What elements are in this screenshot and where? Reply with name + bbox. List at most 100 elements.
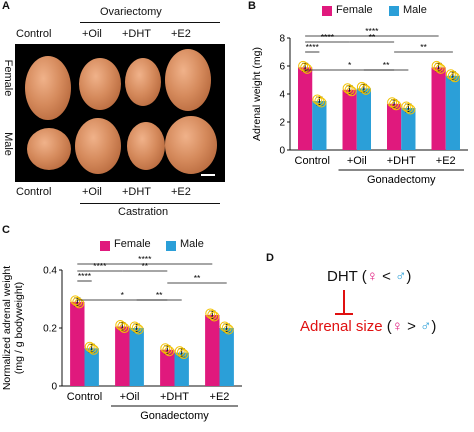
dht-open-paren: ( [361, 268, 367, 285]
legend-male-swatch-c [166, 241, 176, 251]
y-axis-label: Normalized adrenal weight [1, 266, 13, 390]
x-tick-label-1: +Oil [347, 155, 367, 167]
castration-line [80, 203, 220, 204]
bar-female-1 [342, 89, 357, 150]
y-axis-label: Adrenal weight (mg) [251, 47, 263, 141]
y-tick-label: 2 [279, 118, 285, 129]
top-col-dht: +DHT [122, 28, 152, 40]
significance-label: **** [321, 32, 335, 42]
normalized-adrenal-weight-chart: 0 0.2 0.4 Normalized adrenal weight (mg / g … [1, 254, 242, 422]
legend-female-b: Female [336, 4, 373, 16]
data-point [405, 104, 416, 115]
scale-bar [201, 174, 215, 176]
y-tick-label: 8 [279, 34, 285, 45]
dht-text: DHT [327, 268, 358, 285]
ovariectomy-label: Ovariectomy [100, 6, 162, 18]
data-point [88, 344, 99, 355]
ovariectomy-line [80, 22, 220, 23]
bottom-col-e2: +E2 [171, 186, 191, 198]
data-point [72, 296, 83, 307]
data-point [176, 347, 187, 358]
data-point [346, 86, 357, 97]
size-open-paren: ( [386, 318, 392, 335]
significance-label: ** [369, 32, 376, 42]
y-tick-label: 0 [51, 382, 57, 393]
bar-male-1 [356, 88, 371, 150]
data-point [119, 323, 130, 334]
significance-label: * [121, 290, 125, 300]
adrenal-photo [15, 44, 225, 182]
data-point [223, 324, 234, 335]
adrenal-female-dht [125, 58, 161, 106]
significance-label: ** [156, 290, 163, 300]
legend-male-b: Male [403, 4, 427, 16]
data-point [300, 62, 311, 73]
dht-less-than: < [382, 268, 391, 285]
top-col-e2: +E2 [171, 28, 191, 40]
data-point [449, 72, 460, 83]
data-point [86, 343, 97, 354]
size-close-paren: ) [431, 318, 437, 335]
top-col-control: Control [16, 28, 52, 40]
data-point [74, 298, 85, 309]
bar-male-3 [219, 328, 234, 386]
bottom-col-dht: +DHT [122, 186, 152, 198]
significance-label: ** [141, 261, 148, 271]
adrenal-weight-chart: 0 2 4 6 8 Adrenal weight (mg) Control +Oil +DHT +… [251, 26, 468, 186]
data-point [389, 98, 400, 109]
data-point [314, 96, 325, 106]
x-tick-label-0: Control [295, 155, 330, 167]
adrenal-female-control [25, 56, 71, 120]
data-point [117, 321, 128, 332]
inhibition-bar [335, 313, 353, 315]
adrenal-male-dht [127, 122, 165, 170]
row-label-female: Female [2, 59, 14, 97]
adrenal-female-oil [79, 58, 121, 110]
castration-label: Castration [118, 206, 169, 218]
significance-label: **** [306, 42, 320, 52]
bar-male-2 [401, 108, 416, 150]
data-point [162, 344, 173, 355]
panel-d-label: D [266, 252, 274, 264]
bar-female-1 [115, 326, 130, 386]
legend-male-swatch-b [389, 6, 399, 16]
y-tick-label: 6 [279, 62, 285, 73]
significance-label: ** [420, 42, 427, 52]
bar-female-3 [431, 67, 446, 150]
bar-female-0 [70, 301, 85, 386]
data-point [302, 63, 313, 74]
x-tick-label-3: +E2 [436, 155, 456, 167]
adrenal-male-e2 [165, 116, 217, 174]
significance-label: **** [78, 271, 92, 281]
gonadectomy-label: Gonadectomy [367, 174, 436, 186]
adrenal-male-control [27, 128, 71, 170]
bottom-col-oil: +Oil [82, 186, 102, 198]
adrenal-size-text: Adrenal size [300, 318, 383, 335]
x-tick-label-2: +DHT [387, 155, 416, 167]
bar-male-3 [445, 75, 460, 150]
y-axis-label-2: (mg / g bodyweight) [13, 282, 25, 374]
legend-female-c: Female [114, 238, 151, 250]
y-tick-label: 0 [279, 146, 285, 157]
bar-female-0 [298, 67, 313, 150]
adrenal-size-expression: Adrenal size (♀ > ♂) [300, 318, 436, 335]
size-greater-than: > [407, 318, 416, 335]
bar-male-2 [174, 352, 189, 386]
bottom-col-control: Control [16, 186, 52, 198]
data-point [360, 84, 371, 95]
size-female-symbol: ♀ [391, 318, 403, 335]
data-point [207, 309, 218, 320]
data-point [209, 311, 220, 322]
y-tick-label: 0.2 [43, 324, 57, 335]
y-tick-label: 0.4 [43, 266, 57, 277]
top-col-oil: +Oil [82, 28, 102, 40]
legend-female-swatch-c [100, 241, 110, 251]
adrenal-female-e2 [165, 49, 211, 111]
legend-male-c: Male [180, 238, 204, 250]
significance-label: ** [383, 60, 390, 70]
panel-a-label: A [2, 0, 10, 12]
data-point [435, 63, 446, 74]
data-point [433, 62, 444, 73]
dht-female-symbol: ♀ [366, 268, 378, 285]
dht-expression: DHT (♀ < ♂) [327, 268, 411, 285]
